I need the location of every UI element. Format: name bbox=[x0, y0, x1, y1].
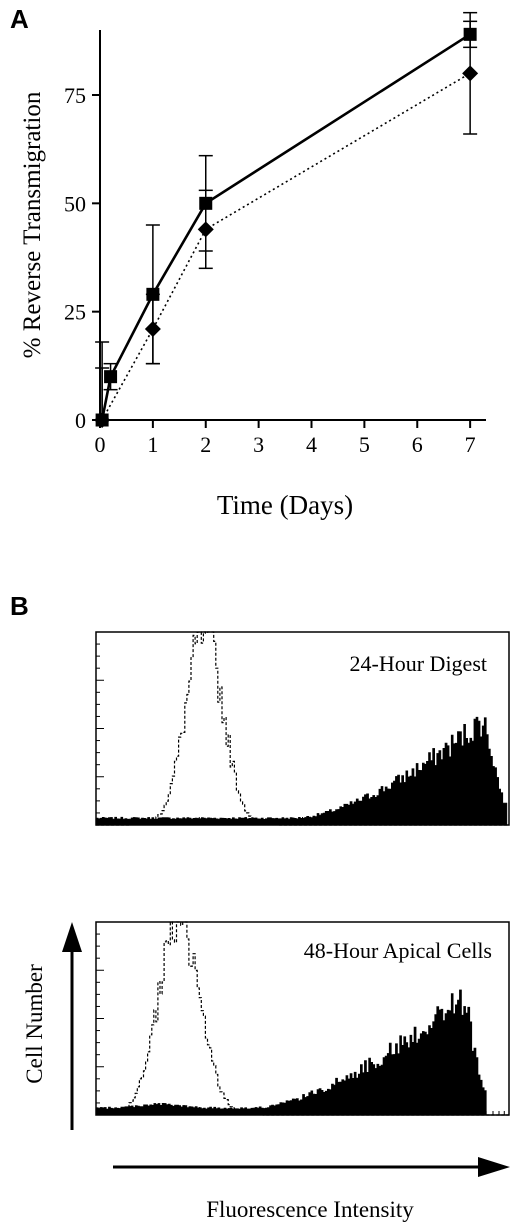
x-tick-label: 4 bbox=[306, 432, 317, 457]
y-arrow-label: Cell Number bbox=[22, 964, 47, 1084]
histogram-24-hour: 24-Hour Digest bbox=[95, 631, 510, 826]
chart-a-x-label: Time (Days) bbox=[217, 490, 353, 520]
chart-a: 0 25 50 75 0 1 2 3 4 5 6 7 % Reverse Transmigratio… bbox=[19, 11, 486, 520]
histogram-48-hour-dotted-series bbox=[96, 921, 509, 1116]
x-arrow-head bbox=[478, 1157, 510, 1177]
chart-a-x-ticks: 0 1 2 3 4 5 6 7 bbox=[95, 420, 476, 457]
x-tick-label: 1 bbox=[147, 432, 158, 457]
x-tick-label: 6 bbox=[412, 432, 423, 457]
y-tick-label: 50 bbox=[64, 191, 86, 216]
y-tick-label: 0 bbox=[75, 408, 86, 433]
histogram-48-hour-title-bg bbox=[212, 933, 497, 969]
histogram-48-hour-filled-series bbox=[95, 989, 509, 1116]
x-tick-label: 2 bbox=[200, 432, 211, 457]
series-line-square bbox=[100, 33, 471, 421]
chart-a-y-label: % Reverse Transmigration bbox=[19, 91, 46, 358]
x-tick-label: 0 bbox=[95, 432, 106, 457]
x-arrow-label: Fluorescence Intensity bbox=[206, 1197, 414, 1222]
data-point-diamond bbox=[144, 321, 161, 337]
histogram-48-hour: 48-Hour Apical Cells bbox=[95, 921, 510, 1116]
histogram-24-hour-dotted-series bbox=[96, 631, 509, 826]
chart-a-y-ticks: 0 25 50 75 bbox=[64, 83, 100, 433]
y-arrow-head bbox=[62, 922, 82, 952]
panel-a-label: A bbox=[10, 4, 29, 34]
data-point-diamond bbox=[462, 65, 479, 82]
x-arrow bbox=[113, 1157, 510, 1177]
data-point-square bbox=[104, 370, 118, 384]
x-tick-label: 5 bbox=[359, 432, 370, 457]
data-point-diamond bbox=[94, 412, 111, 428]
histogram-48-hour-title: 48-Hour Apical Cells bbox=[304, 938, 492, 963]
series-line-diamond bbox=[101, 72, 471, 421]
y-arrow bbox=[62, 922, 82, 1130]
histogram-24-hour-title-bg bbox=[282, 646, 492, 682]
histogram-24-hour-title: 24-Hour Digest bbox=[350, 651, 487, 676]
histogram-24-hour-filled-series bbox=[95, 716, 509, 826]
y-tick-label: 75 bbox=[64, 83, 86, 108]
data-point-diamond bbox=[197, 221, 214, 238]
x-tick-label: 3 bbox=[253, 432, 264, 457]
y-tick-label: 25 bbox=[64, 300, 86, 325]
panel-b-label: B bbox=[10, 591, 29, 621]
x-tick-label: 7 bbox=[465, 432, 476, 457]
chart-a-series bbox=[94, 11, 479, 428]
